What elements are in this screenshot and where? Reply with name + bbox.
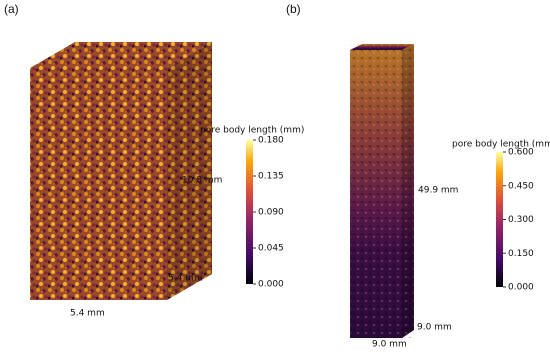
colorbar-title: pore body length (mm): [452, 140, 550, 150]
colorbar-tick-label: 0.000: [508, 283, 534, 293]
sample-column: [350, 44, 414, 338]
colorbar-title: pore body length (mm): [200, 126, 304, 136]
dimension-label: 10.8 mm: [182, 176, 222, 186]
dimension-label: 5.4 mm: [168, 274, 203, 284]
dimension-label: 9.0 mm: [417, 323, 452, 333]
colorbar-tick-label: 0.300: [508, 215, 534, 225]
colorbar-tick-label: 0.045: [258, 244, 284, 254]
colorbar-tick-label: 0.000: [258, 280, 284, 290]
colorbar-tick-label: 0.150: [508, 249, 534, 259]
dimension-label: 9.0 mm: [372, 340, 407, 350]
colorbar-tick-label: 0.180: [258, 136, 284, 146]
dimension-label: 5.4 mm: [70, 309, 105, 319]
colorbar-tick-label: 0.600: [508, 148, 534, 158]
colorbar-tick-label: 0.450: [508, 181, 534, 191]
sample-block: [30, 42, 212, 300]
colorbar: [496, 152, 503, 287]
dimension-label: 49.9 mm: [418, 186, 458, 196]
colorbar-tick-label: 0.090: [258, 208, 284, 218]
panel-label: (a): [4, 2, 19, 16]
colorbar: [246, 140, 253, 284]
colorbar-tick-label: 0.135: [258, 172, 284, 182]
panel-label: (b): [286, 2, 301, 16]
